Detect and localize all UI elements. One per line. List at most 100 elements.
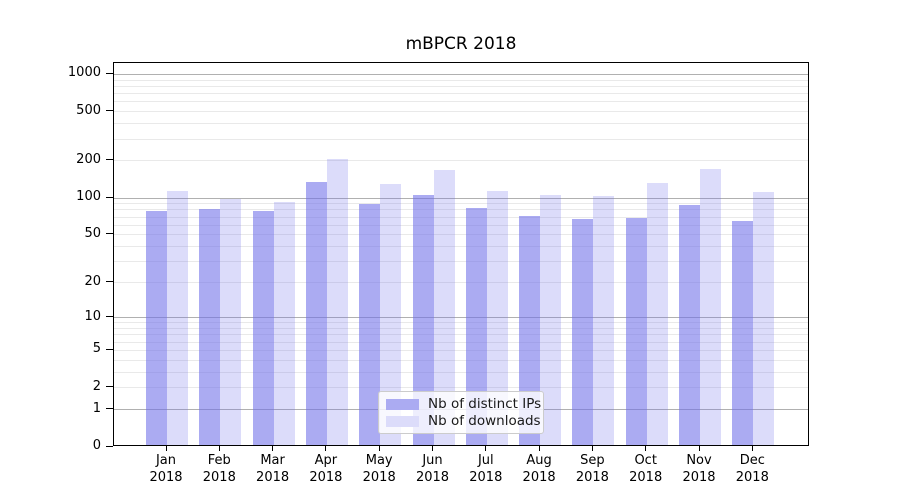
y-tick-mark-50 [106, 233, 113, 235]
gridline-minor-6 [114, 341, 808, 343]
gridline-minor-70 [114, 216, 808, 218]
y-tick-mark-500 [106, 110, 113, 112]
y-tick-mark-2 [106, 386, 113, 388]
bar-nb-of-downloads-jun-2018 [433, 170, 455, 445]
x-tick-label-line: May [365, 453, 393, 468]
gridline-major-10 [114, 317, 808, 319]
x-tick-label-line: Oct [634, 453, 657, 468]
bar-nb-of-distinct-ips-feb-2018 [199, 209, 221, 445]
gridline-major-1000 [114, 73, 808, 75]
x-tick-label-line: Mar [260, 453, 285, 468]
y-tick-label-500: 500 [76, 102, 101, 118]
bar-nb-of-downloads-may-2018 [380, 184, 402, 445]
gridline-minor-40 [114, 246, 808, 248]
x-tick-label-mar-2018: Mar 2018 [243, 452, 303, 486]
bar-nb-of-downloads-dec-2018 [753, 192, 775, 445]
y-tick-mark-20 [106, 281, 113, 283]
y-tick-label-0: 0 [92, 438, 101, 453]
x-tick-label-line: Sep [580, 453, 605, 468]
gridline-minor-2 [114, 387, 808, 389]
bar-nb-of-distinct-ips-apr-2018 [305, 182, 327, 445]
x-tick-label-line: Apr [314, 453, 338, 468]
x-tick-label-line: Nov [686, 453, 712, 468]
x-tick-mark-feb-2018 [218, 446, 220, 451]
gridline-minor-500 [114, 111, 808, 113]
bar-nb-of-distinct-ips-sep-2018 [572, 219, 594, 445]
bar-nb-of-distinct-ips-nov-2018 [679, 205, 700, 445]
bar-nb-of-distinct-ips-aug-2018 [519, 215, 541, 445]
legend-swatch-distinct-ips [386, 398, 419, 410]
gridline-major-100 [114, 197, 808, 199]
legend-swatch-downloads [386, 415, 419, 427]
legend-label-distinct-ips: Nb of distinct IPs [428, 396, 542, 412]
x-tick-mark-mar-2018 [272, 446, 274, 451]
bar-nb-of-downloads-oct-2018 [646, 182, 668, 445]
bar-nb-of-distinct-ips-oct-2018 [625, 218, 647, 445]
x-tick-label-aug-2018: Aug 2018 [509, 452, 569, 486]
gridline-minor-9 [114, 322, 808, 324]
x-tick-label-sep-2018: Sep 2018 [562, 452, 622, 486]
y-tick-label-20: 20 [84, 273, 101, 289]
gridline-minor-80 [114, 209, 808, 211]
x-tick-label-line: 2018 [629, 470, 663, 485]
x-tick-mark-aug-2018 [538, 446, 540, 451]
bar-nb-of-distinct-ips-dec-2018 [732, 220, 754, 445]
bar-nb-of-distinct-ips-jan-2018 [146, 211, 167, 445]
bar-nb-of-distinct-ips-jun-2018 [412, 194, 434, 445]
y-tick-mark-1 [106, 408, 113, 410]
bar-nb-of-downloads-mar-2018 [273, 202, 295, 445]
y-tick-label-1000: 1000 [67, 65, 101, 81]
x-tick-label-oct-2018: Oct 2018 [616, 452, 676, 486]
x-tick-mark-dec-2018 [751, 446, 753, 451]
bar-nb-of-downloads-jan-2018 [167, 190, 188, 445]
gridline-minor-400 [114, 123, 808, 125]
x-tick-mark-oct-2018 [645, 446, 647, 451]
legend-item-downloads: Nb of downloads [386, 413, 541, 429]
gridline-minor-700 [114, 93, 808, 95]
y-tick-label-100: 100 [76, 189, 101, 205]
x-tick-label-line: 2018 [202, 470, 236, 485]
y-tick-mark-10 [106, 316, 113, 318]
x-tick-label-line: Feb [207, 453, 231, 468]
bar-nb-of-downloads-sep-2018 [593, 195, 615, 445]
plot-area [113, 62, 809, 446]
y-tick-mark-5 [106, 348, 113, 350]
x-tick-label-line: 2018 [415, 470, 450, 485]
bar-nb-of-distinct-ips-may-2018 [359, 204, 381, 445]
gridline-minor-8 [114, 327, 808, 329]
x-tick-label-jun-2018: Jun 2018 [403, 452, 463, 486]
x-tick-label-line: 2018 [735, 470, 769, 485]
gridline-minor-50 [114, 234, 808, 236]
y-tick-label-1: 1 [92, 400, 101, 416]
bar-nb-of-distinct-ips-mar-2018 [252, 211, 274, 445]
y-tick-mark-1000 [106, 72, 113, 74]
bar-nb-of-downloads-feb-2018 [220, 199, 242, 445]
x-tick-label-line: 2018 [362, 470, 396, 485]
x-tick-label-line: Dec [739, 453, 765, 468]
bar-nb-of-downloads-apr-2018 [326, 158, 348, 445]
legend: Nb of distinct IPs Nb of downloads [378, 391, 544, 434]
x-tick-label-line: 2018 [522, 470, 556, 485]
x-tick-mark-apr-2018 [325, 446, 327, 451]
x-tick-label-nov-2018: Nov 2018 [669, 452, 729, 486]
x-tick-label-feb-2018: Feb 2018 [189, 452, 249, 486]
x-tick-mark-jul-2018 [485, 446, 487, 451]
gridline-minor-5 [114, 349, 808, 351]
gridline-minor-200 [114, 160, 808, 162]
x-tick-label-line: Jan [155, 453, 177, 468]
gridline-minor-3 [114, 371, 808, 373]
y-tick-label-200: 200 [76, 151, 101, 167]
x-tick-label-line: 2018 [682, 470, 716, 485]
bar-nb-of-downloads-nov-2018 [700, 169, 721, 445]
chart-title: mBPCR 2018 [405, 34, 517, 54]
x-tick-label-jan-2018: Jan 2018 [136, 452, 196, 486]
x-tick-label-line: 2018 [469, 470, 503, 485]
y-tick-label-5: 5 [92, 341, 101, 357]
x-tick-label-line: 2018 [575, 470, 609, 485]
gridline-minor-7 [114, 334, 808, 336]
x-tick-label-line: Aug [526, 453, 552, 468]
bar-nb-of-distinct-ips-jul-2018 [465, 207, 487, 445]
x-tick-label-line: 2018 [149, 470, 183, 485]
x-tick-mark-may-2018 [378, 446, 380, 451]
